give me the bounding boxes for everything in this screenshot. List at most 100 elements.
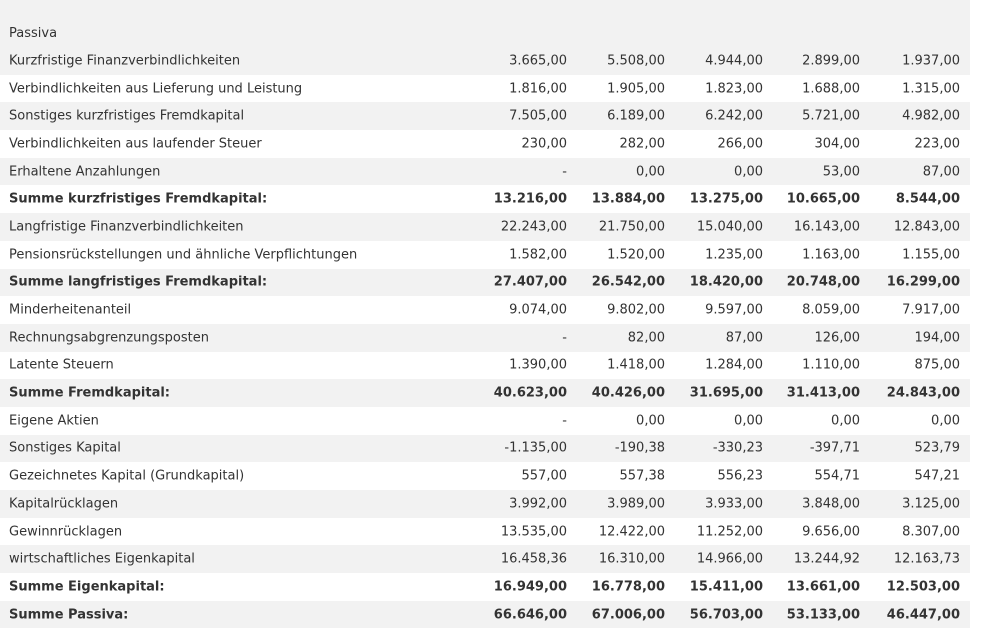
cell-value: 0,00 <box>931 413 960 429</box>
cell-value: 223,00 <box>914 136 961 152</box>
cell-value: 1.315,00 <box>902 81 960 97</box>
cell-value: 0,00 <box>636 413 665 429</box>
cell-value: 4.944,00 <box>705 53 763 69</box>
cell-value: 1.688,00 <box>802 81 860 97</box>
cell-value: 16.778,00 <box>591 579 665 595</box>
cell-value: 1.110,00 <box>802 357 860 373</box>
cell-value: 16.310,00 <box>598 551 665 567</box>
cell-value: 523,79 <box>914 440 961 456</box>
cell-value: 53,00 <box>822 164 860 180</box>
cell-value: 1.163,00 <box>802 247 860 263</box>
cell-value: 1.155,00 <box>902 247 960 263</box>
cell-value: -190,38 <box>614 440 665 456</box>
cell-value: 15.411,00 <box>689 579 763 595</box>
cell-value: 9.802,00 <box>607 302 665 318</box>
cell-value: - <box>562 330 567 346</box>
cell-value: -1.135,00 <box>504 440 567 456</box>
cell-value: 20.748,00 <box>786 274 860 290</box>
row-label: Summe Passiva: <box>9 607 129 623</box>
cell-value: 24.843,00 <box>886 385 960 401</box>
cell-value: 304,00 <box>814 136 861 152</box>
table-row: Minderheitenanteil 9.074,00 9.802,00 9.597,… <box>0 296 970 324</box>
row-label: Summe Fremdkapital: <box>9 385 171 401</box>
table-row: wirtschaftliches Eigenkapital 16.458,36 16… <box>0 545 970 574</box>
cell-value: 0,00 <box>831 413 860 429</box>
row-label: Verbindlichkeiten aus Lieferung und Leis… <box>9 81 303 97</box>
cell-value: 12.503,00 <box>886 579 960 595</box>
cell-value: 4.982,00 <box>902 108 960 124</box>
cell-value: 282,00 <box>619 136 666 152</box>
table-row: Verbindlichkeiten aus Lieferung und Leis… <box>0 75 970 103</box>
table-row: Langfristige Finanzverbindlichkeiten 22.2… <box>0 213 970 241</box>
cell-value: 8.544,00 <box>895 191 960 207</box>
row-label: Verbindlichkeiten aus laufender Steuer <box>9 136 262 152</box>
cell-value: 66.646,00 <box>493 607 567 623</box>
row-label: Minderheitenanteil <box>9 302 132 318</box>
cell-value: 15.040,00 <box>696 219 763 235</box>
cell-value: 5.508,00 <box>607 53 665 69</box>
cell-value: 12.163,73 <box>893 551 960 567</box>
cell-value: 875,00 <box>914 357 961 373</box>
row-label: Rechnungsabgrenzungsposten <box>9 330 209 346</box>
cell-value: 1.520,00 <box>607 247 665 263</box>
table-row: Eigene Aktien - 0,00 0,00 0,00 0,00 <box>0 407 970 435</box>
row-label: Langfristige Finanzverbindlichkeiten <box>9 219 244 235</box>
table-row: Summe Eigenkapital: 16.949,00 16.778,00 15.… <box>0 573 970 601</box>
cell-value: 3.848,00 <box>802 496 860 512</box>
cell-value: 31.413,00 <box>786 385 860 401</box>
cell-value: 14.966,00 <box>696 551 763 567</box>
cell-value: 194,00 <box>914 330 961 346</box>
cell-value: 16.299,00 <box>886 274 960 290</box>
cell-value: 1.937,00 <box>902 53 960 69</box>
cell-value: 2.899,00 <box>802 53 860 69</box>
cell-value: 1.235,00 <box>705 247 763 263</box>
cell-value: 1.390,00 <box>509 357 567 373</box>
row-label: Eigene Aktien <box>9 413 99 429</box>
cell-value: 8.059,00 <box>802 302 860 318</box>
cell-value: 9.656,00 <box>802 524 860 540</box>
row-label: Pensionsrückstellungen und ähnliche Verp… <box>9 247 358 263</box>
row-label: Kapitalrücklagen <box>9 496 119 512</box>
cell-value: 82,00 <box>627 330 665 346</box>
cell-value: 230,00 <box>521 136 568 152</box>
table-row: Sonstiges kurzfristiges Fremdkapital 7.50… <box>0 102 970 131</box>
row-label: Summe Eigenkapital: <box>9 579 165 595</box>
row-label: Gewinnrücklagen <box>9 524 123 540</box>
table-row: Latente Steuern 1.390,00 1.418,00 1.284,00 1… <box>0 352 970 380</box>
cell-value: 87,00 <box>922 164 960 180</box>
cell-value: 0,00 <box>636 164 665 180</box>
table-row: Sonstiges Kapital -1.135,00 -190,38 -330,23… <box>0 434 970 463</box>
cell-value: -397,71 <box>809 440 860 456</box>
cell-value: 547,21 <box>914 468 961 484</box>
cell-value: 16.143,00 <box>793 219 860 235</box>
cell-value: 3.125,00 <box>902 496 960 512</box>
cell-value: 13.535,00 <box>500 524 567 540</box>
cell-value: 11.252,00 <box>696 524 763 540</box>
cell-value: 557,00 <box>521 468 568 484</box>
cell-value: 13.884,00 <box>591 191 665 207</box>
cell-value: 1.582,00 <box>509 247 567 263</box>
cell-value: 12.843,00 <box>893 219 960 235</box>
cell-value: 1.816,00 <box>509 81 567 97</box>
row-label: Erhaltene Anzahlungen <box>9 164 161 180</box>
cell-value: 3.933,00 <box>705 496 763 512</box>
cell-value: 67.006,00 <box>591 607 665 623</box>
cell-value: 87,00 <box>725 330 763 346</box>
cell-value: -330,23 <box>712 440 763 456</box>
row-label: wirtschaftliches Eigenkapital <box>9 551 195 567</box>
cell-value: 1.284,00 <box>705 357 763 373</box>
table-header: Passiva <box>0 0 970 47</box>
cell-value: 557,38 <box>619 468 666 484</box>
cell-value: 266,00 <box>717 136 764 152</box>
table-row: Summe Passiva: 66.646,00 67.006,00 56.703,0… <box>0 600 970 629</box>
table-row: Gewinnrücklagen 13.535,00 12.422,00 11.252,… <box>0 518 970 546</box>
cell-value: 7.505,00 <box>509 108 567 124</box>
table-row: Verbindlichkeiten aus laufender Steuer 23… <box>0 130 970 158</box>
row-label: Kurzfristige Finanzverbindlichkeiten <box>9 53 241 69</box>
cell-value: 1.418,00 <box>607 357 665 373</box>
row-label: Latente Steuern <box>9 357 114 373</box>
table-row: Kapitalrücklagen 3.992,00 3.989,00 3.933,00… <box>0 490 970 518</box>
table-row: Summe Fremdkapital: 40.623,00 40.426,00 31.… <box>0 379 970 407</box>
